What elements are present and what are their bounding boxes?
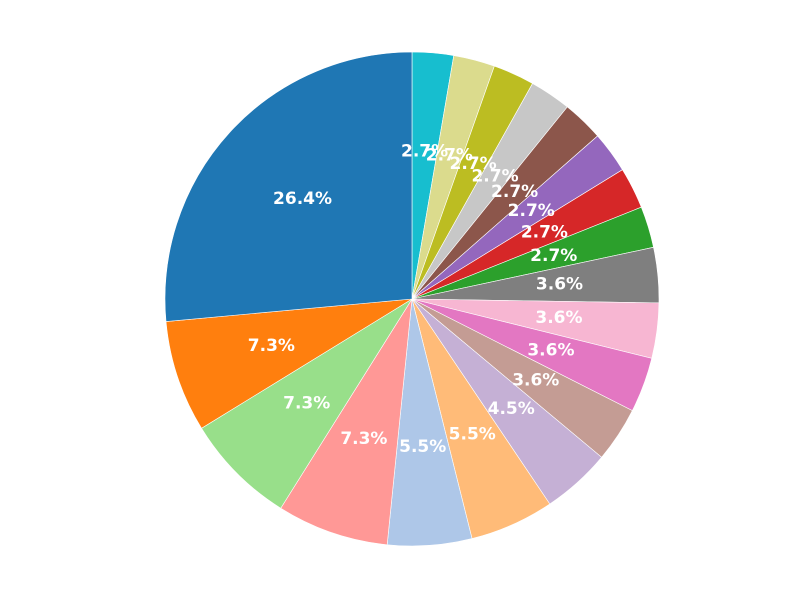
slice-label-3: 2.7% [471, 166, 518, 186]
slice-label-13: 5.5% [449, 424, 496, 444]
pie-slice-16 [201, 298, 413, 509]
slice-label-5: 2.7% [508, 201, 555, 221]
slice-label-0: 2.7% [401, 141, 448, 161]
slice-label-18: 26.4% [273, 189, 332, 209]
slice-label-14: 5.5% [399, 437, 446, 457]
slice-label-7: 2.7% [530, 246, 577, 266]
slice-label-8: 3.6% [536, 275, 583, 295]
slice-label-16: 7.3% [283, 393, 330, 413]
slice-label-15: 7.3% [340, 429, 387, 449]
slice-label-10: 3.6% [527, 341, 574, 361]
pie-slice-15 [280, 298, 413, 546]
slice-label-6: 2.7% [521, 222, 568, 242]
slice-label-9: 3.6% [535, 308, 582, 328]
slice-label-4: 2.7% [491, 182, 538, 202]
slices-layer [164, 51, 660, 547]
pie-slice-17 [165, 298, 413, 429]
labels-layer: 2.7%2.7%2.7%2.7%2.7%2.7%2.7%2.7%3.6%3.6%… [248, 141, 583, 456]
slice-label-2: 2.7% [450, 154, 497, 174]
pie-slice-18 [164, 51, 413, 322]
slice-label-17: 7.3% [248, 336, 295, 356]
slice-label-11: 3.6% [512, 371, 559, 391]
slice-label-12: 4.5% [488, 399, 535, 419]
slice-label-1: 2.7% [426, 146, 473, 166]
